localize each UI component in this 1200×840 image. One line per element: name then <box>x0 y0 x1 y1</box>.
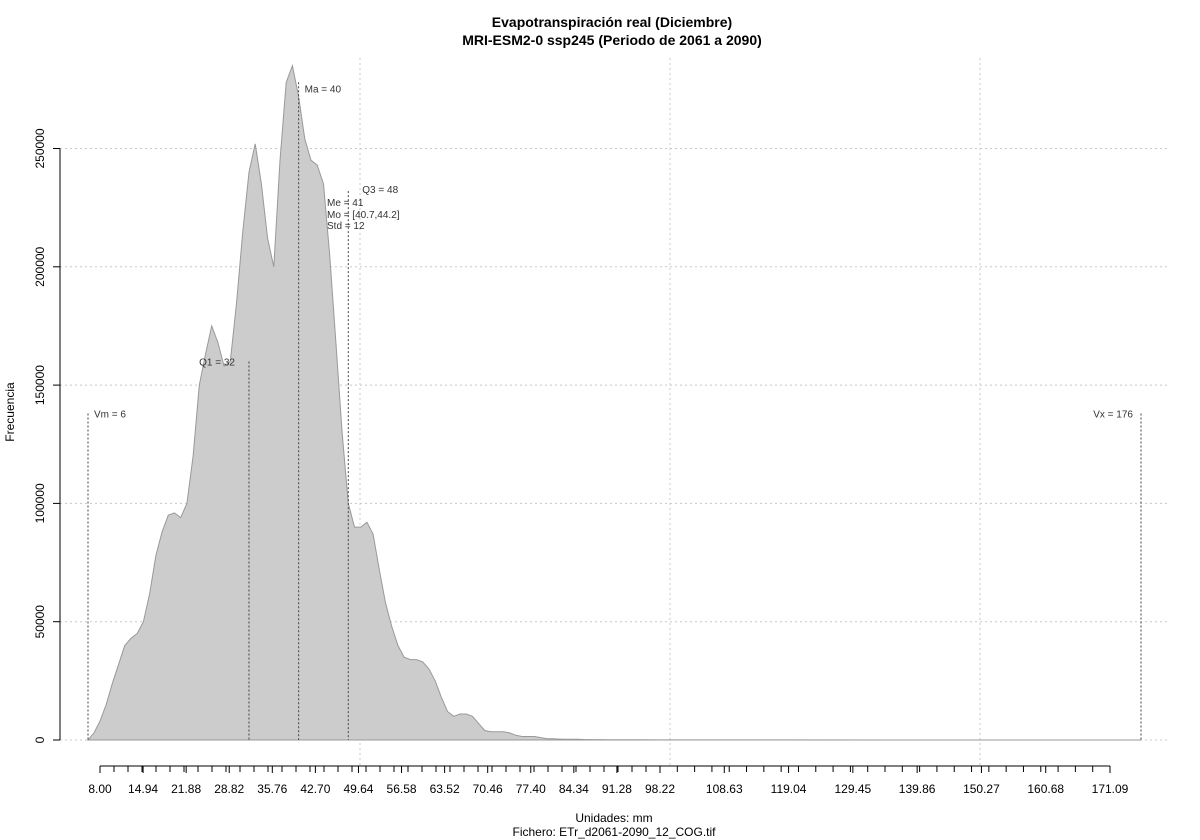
x-tick-label: 70.46 <box>473 782 503 796</box>
reference-lines: Vm = 6 Q1 = 32 Ma = 40 Q3 = 48 Vx = 176 <box>87 82 1142 740</box>
x-axis-label: Unidades: mm <box>575 811 652 825</box>
x-tick-label: 129.45 <box>835 782 872 796</box>
axes: 0 50000 100000 150000 200000 250000 8.00 14.94 2… <box>33 128 1129 796</box>
reference-label: Vx = 176 <box>1093 409 1133 420</box>
x-tick-label: 77.40 <box>516 782 546 796</box>
x-tick-label: 108.63 <box>706 782 743 796</box>
chart-subtitle: MRI-ESM2-0 ssp245 (Periodo de 2061 a 209… <box>462 32 762 48</box>
y-tick-label: 100000 <box>33 483 47 523</box>
y-tick-label: 250000 <box>33 128 47 168</box>
stat-mode: Mo = [40.7,44.2] <box>327 210 400 221</box>
stat-std: Std = 12 <box>327 221 365 232</box>
y-tick-label: 200000 <box>33 246 47 286</box>
x-tick-label: 8.00 <box>88 782 112 796</box>
x-tick-label: 84.34 <box>559 782 589 796</box>
x-tick-label: 28.82 <box>214 782 244 796</box>
x-tick-label: 91.28 <box>602 782 632 796</box>
reference-label: Vm = 6 <box>94 409 126 420</box>
x-tick-label: 35.76 <box>257 782 287 796</box>
footer-filename: Fichero: ETr_d2061-2090_12_COG.tif <box>513 825 717 839</box>
x-tick-label: 119.04 <box>771 782 807 796</box>
x-tick-label: 49.64 <box>343 782 373 796</box>
x-tick-label: 56.58 <box>387 782 417 796</box>
reference-label: Q1 = 32 <box>199 357 235 368</box>
x-tick-label: 150.27 <box>963 782 1000 796</box>
frequency-area <box>86 63 1141 741</box>
chart-title: Evapotranspiración real (Diciembre) <box>492 14 732 30</box>
x-tick-label: 171.09 <box>1092 782 1129 796</box>
x-tick-label: 160.68 <box>1027 782 1064 796</box>
y-axis-label: Frecuencia <box>3 382 17 442</box>
stat-median: Me = 41 <box>327 198 364 209</box>
x-tick-label: 139.86 <box>899 782 936 796</box>
y-tick-label: 150000 <box>33 365 47 405</box>
y-tick-label: 50000 <box>33 605 47 639</box>
x-tick-label: 98.22 <box>645 782 675 796</box>
x-tick-label: 14.94 <box>128 782 158 796</box>
x-tick-label: 63.52 <box>430 782 460 796</box>
reference-label: Ma = 40 <box>305 84 342 95</box>
y-tick-label: 0 <box>33 736 47 743</box>
reference-label: Q3 = 48 <box>362 185 398 196</box>
x-tick-label: 42.70 <box>300 782 330 796</box>
x-tick-label: 21.88 <box>171 782 201 796</box>
